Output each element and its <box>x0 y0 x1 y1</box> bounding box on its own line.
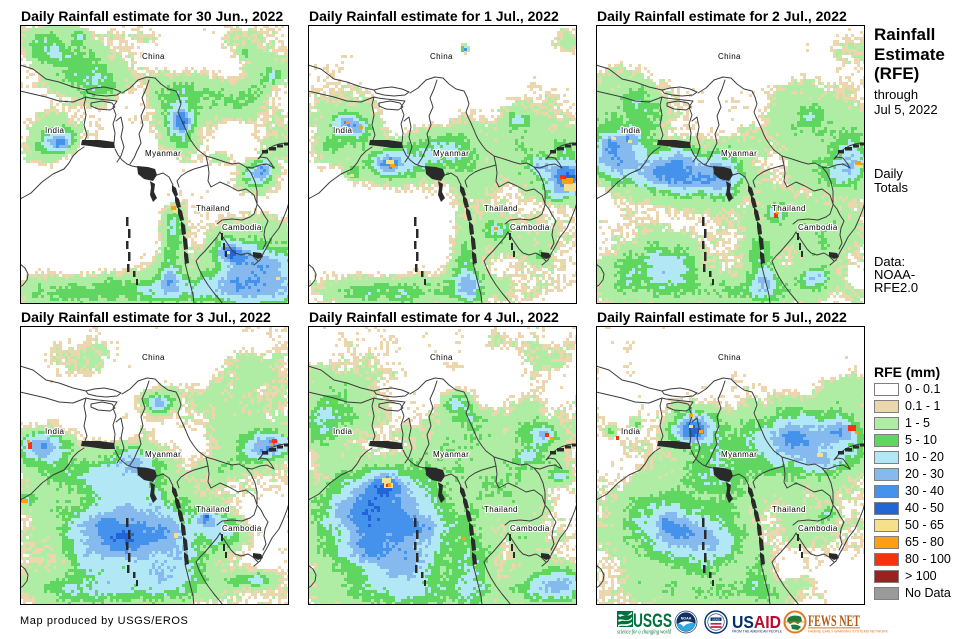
svg-text:FROM THE AMERICAN PEOPLE: FROM THE AMERICAN PEOPLE <box>732 630 783 634</box>
svg-text:USGS: USGS <box>633 611 672 632</box>
svg-text:USAID: USAID <box>732 612 781 632</box>
svg-text:science for a changing world: science for a changing world <box>617 629 672 636</box>
svg-text:USAID: USAID <box>712 617 720 621</box>
svg-text:NOAA: NOAA <box>681 617 692 621</box>
svg-text:FEWS NET: FEWS NET <box>808 613 860 630</box>
svg-text:FAMINE EARLY WARNING SYSTEMS N: FAMINE EARLY WARNING SYSTEMS NETWORK <box>808 630 889 634</box>
